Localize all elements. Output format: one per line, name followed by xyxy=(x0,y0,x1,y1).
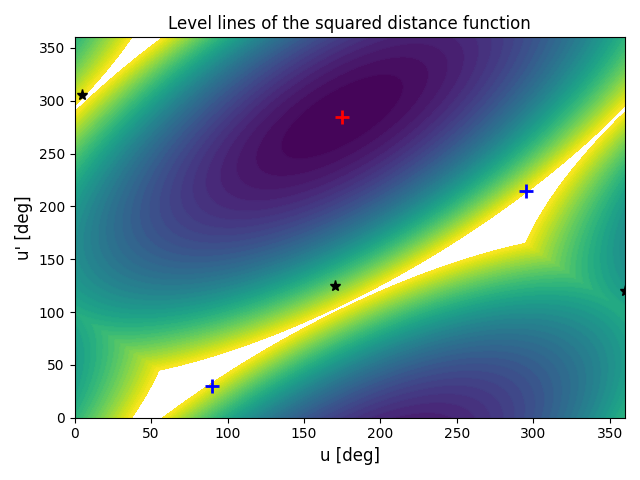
Y-axis label: u' [deg]: u' [deg] xyxy=(15,195,33,260)
Title: Level lines of the squared distance function: Level lines of the squared distance func… xyxy=(168,15,531,33)
X-axis label: u [deg]: u [deg] xyxy=(320,447,380,465)
